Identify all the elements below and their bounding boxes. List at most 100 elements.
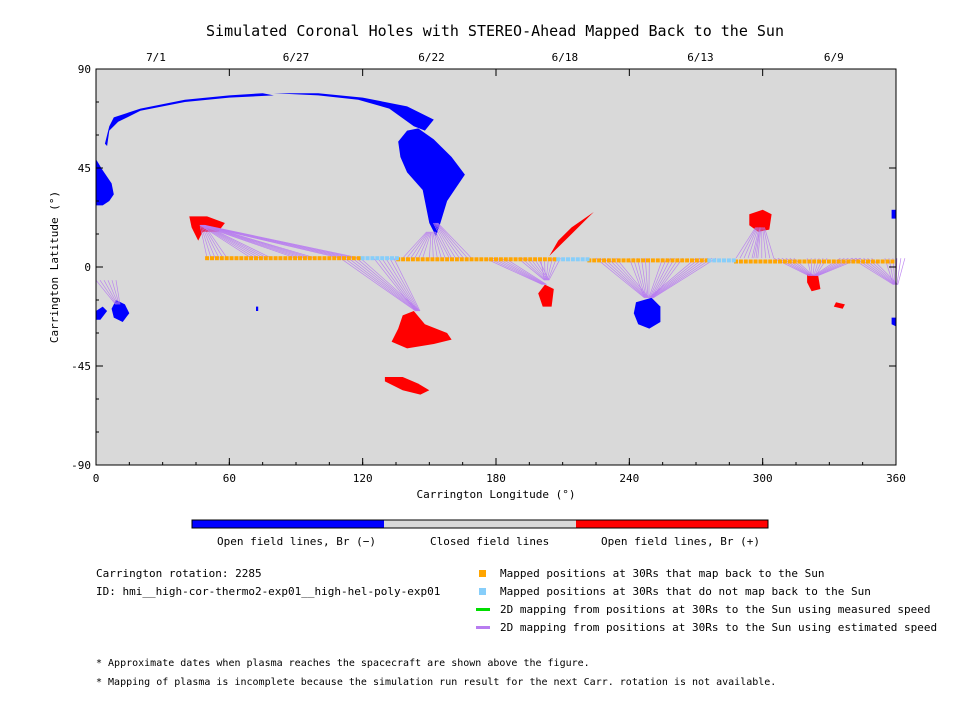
legend-label-estimated-speed: 2D mapping from positions at 30Rs to the… (500, 621, 938, 634)
mapped-point-back-1-143 (410, 257, 415, 262)
mapping-line-0-2 (201, 225, 216, 259)
mapped-point-back-2-224 (592, 258, 597, 263)
mapping-line-15-0 (648, 258, 663, 298)
mapped-point-back-3-295 (748, 259, 753, 264)
mapping-line-5-1 (406, 231, 428, 259)
colorbar-label-closed: Closed field lines (430, 535, 550, 548)
mapped-point-back-1-206 (552, 257, 557, 262)
mapping-line-2-1 (200, 224, 301, 259)
mapped-point-not-back-2-287 (731, 258, 736, 263)
mapping-line-18-0 (753, 227, 761, 259)
mapping-line-12-3 (546, 258, 553, 281)
mapping-line-17-4 (751, 227, 760, 259)
mapping-line-16-4 (652, 257, 713, 299)
mapped-point-back-2-262 (675, 258, 680, 263)
mapped-point-not-back-2-280 (717, 258, 722, 263)
mapped-point-back-1-173 (479, 257, 484, 262)
mapping-line-11-4 (533, 258, 549, 281)
mapped-point-back-0-79 (268, 256, 273, 261)
mapped-point-back-1-156 (440, 257, 445, 262)
mapping-line-18-5 (764, 227, 775, 259)
mapped-point-back-0-107 (332, 256, 337, 261)
mapping-line-17-0 (735, 227, 756, 259)
mapped-point-not-back-1-208 (556, 257, 561, 262)
mapping-line-7-5 (437, 222, 472, 259)
mapped-point-back-1-189 (513, 257, 518, 262)
mapped-point-back-1-184 (503, 257, 508, 262)
mapping-line-15-2 (650, 258, 671, 298)
mapping-line-8-3 (352, 257, 419, 312)
mapped-point-back-1-182 (498, 257, 503, 262)
mapping-line-6-2 (432, 231, 438, 259)
mapped-point-not-back-2-276 (707, 258, 712, 263)
mapped-point-back-3-325 (817, 259, 822, 264)
mapped-point-back-0-65 (239, 256, 244, 261)
chart-title: Simulated Coronal Holes with STEREO-Ahea… (206, 22, 784, 40)
mapping-line-12-5 (548, 258, 561, 281)
mapped-point-back-0-76 (263, 256, 268, 261)
mapping-line-8-2 (348, 257, 418, 312)
mapping-line-3-5 (204, 224, 361, 259)
mapping-line-11-0 (517, 257, 545, 281)
mapped-point-back-0-101 (317, 256, 322, 261)
mapped-point-back-1-158 (445, 257, 450, 262)
mapped-point-back-3-345 (861, 259, 866, 264)
mapped-point-back-2-275 (704, 258, 709, 263)
mapped-point-back-0-109 (337, 256, 342, 261)
date-label-5: 6/9 (824, 51, 844, 64)
mapping-line-5-2 (410, 231, 429, 259)
mapped-point-back-1-176 (484, 257, 489, 262)
coronal-hole-negative-4 (111, 300, 130, 322)
mapped-point-back-3-354 (880, 259, 885, 264)
x-tick-label-1: 60 (223, 472, 236, 485)
mapped-point-back-1-180 (494, 257, 498, 262)
mapped-point-not-back-0-133 (390, 256, 394, 261)
mapped-point-back-2-226 (597, 258, 602, 263)
mapping-line-14-3 (640, 258, 648, 298)
mapping-line-21-0 (813, 257, 841, 277)
mapped-point-back-3-314 (792, 259, 797, 264)
mapped-point-back-0-81 (273, 256, 278, 261)
coronal-hole-negative-6 (633, 297, 661, 329)
y-tick-label-2: 0 (84, 261, 91, 274)
mapped-point-back-2-273 (699, 258, 704, 263)
mapped-point-back-2-255 (660, 258, 665, 263)
mapped-point-back-0-50 (205, 256, 210, 261)
x-tick-label-0: 0 (93, 472, 100, 485)
coronal-hole-negative-0 (96, 159, 114, 206)
mapping-line-6-3 (433, 231, 442, 259)
mapped-point-back-1-187 (508, 257, 513, 262)
mapping-line-6-1 (431, 231, 434, 259)
mapped-point-back-1-178 (489, 257, 494, 262)
mapping-line-11-5 (537, 258, 550, 281)
mapping-line-7-4 (436, 222, 468, 259)
mapped-point-back-1-145 (415, 257, 420, 262)
mapping-line-6-0 (428, 231, 432, 259)
mapped-point-back-1-147 (420, 257, 425, 262)
mapping-line-16-5 (653, 257, 717, 299)
mapped-point-not-back-2-285 (726, 258, 731, 263)
mapped-point-not-back-1-217 (575, 257, 580, 262)
mapping-line-17-2 (743, 227, 758, 259)
mapped-point-back-1-138 (401, 257, 406, 262)
mapping-line-7-3 (435, 222, 464, 259)
mapped-point-back-0-74 (258, 256, 263, 261)
mapping-line-15-3 (651, 258, 675, 298)
mapped-point-back-1-160 (450, 257, 454, 262)
mapping-line-2-3 (202, 224, 309, 259)
mapped-point-back-3-332 (831, 259, 836, 264)
mapped-point-back-1-167 (464, 257, 469, 262)
mapping-line-11-3 (529, 257, 548, 281)
mapped-point-back-3-297 (753, 259, 758, 264)
mapping-line-10-2 (492, 257, 545, 285)
mapping-line-16-2 (650, 257, 705, 299)
mapped-point-back-1-198 (533, 257, 538, 262)
mapping-line-13-0 (595, 257, 645, 299)
coronal-hole-positive-14 (549, 212, 594, 256)
mapped-point-not-back-0-120 (360, 256, 365, 261)
y-tick-label-0: 90 (78, 63, 91, 76)
mapped-point-back-0-52 (210, 256, 214, 261)
mapped-point-back-1-162 (454, 257, 459, 262)
mapped-point-back-3-319 (802, 259, 807, 264)
mapping-line-9-2 (381, 258, 418, 312)
